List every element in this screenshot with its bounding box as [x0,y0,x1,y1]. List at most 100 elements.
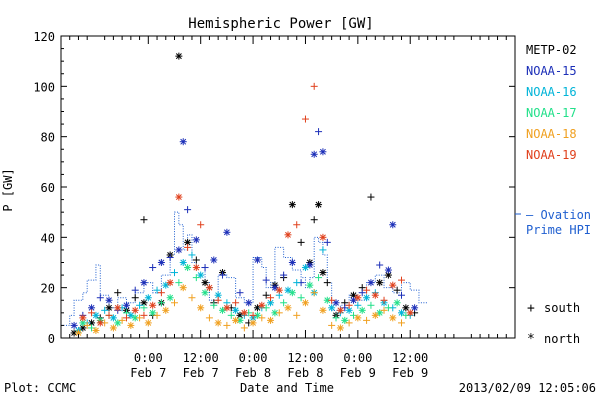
marker-stroke [319,307,326,314]
data-point-north [192,264,200,272]
marker-stroke [337,307,344,314]
data-point-north [179,284,187,292]
marker-stroke [237,317,243,324]
data-point-south [262,291,270,299]
data-point-north [363,294,371,302]
marker-stroke [402,304,409,311]
data-point-north [384,266,392,274]
data-point-north [288,201,296,209]
marker-stroke [197,272,204,279]
data-point-north [179,259,187,266]
marker-stroke [215,292,222,299]
data-point-south [297,238,305,246]
marker-stroke [285,287,291,294]
marker-stroke [92,312,99,319]
marker-stroke [79,314,86,321]
data-point-north [144,294,152,302]
marker-stroke [407,309,414,316]
data-point-south [363,286,371,294]
data-point-north [288,259,296,266]
legend-entry-metp-02: METP-02 [526,43,577,57]
marker-stroke [372,292,379,299]
marker-stroke [289,289,296,296]
marker-stroke [254,257,261,263]
legend: METP-02 NOAA-15 NOAA-16 NOAA-17 NOAA-18 NOAA-… [526,43,577,162]
marker-stroke [88,319,95,326]
data-point-north [232,316,240,324]
data-point-south [345,319,353,327]
data-point-north [319,269,327,277]
marker-stroke [254,312,261,319]
marker-stroke [241,309,248,316]
data-point-south [131,286,139,294]
data-point-north [175,246,183,254]
marker-stroke [106,297,112,304]
data-point-south [232,299,240,307]
north-marker-symbol: * [527,332,535,347]
data-point-north [345,306,353,314]
marker-stroke [180,259,187,266]
data-point-south [310,289,318,297]
data-point-north [197,271,205,279]
marker-stroke [184,239,191,246]
data-point-north [288,289,296,297]
series-noaa-18 [74,284,405,337]
data-point-north [92,326,100,334]
data-point-south [157,289,165,297]
data-point-north [166,279,174,287]
marker-stroke [376,279,383,286]
data-point-south [157,299,165,307]
data-point-south [293,221,301,229]
data-point-south [153,286,161,294]
marker-stroke [354,314,361,321]
legend-entry-noaa-19: NOAA-19 [526,148,577,162]
marker-stroke [302,264,309,271]
data-point-south [192,274,200,282]
data-point-south [223,321,231,329]
data-point-north [175,193,183,201]
marker-stroke [88,304,95,311]
data-point-north [114,319,122,327]
x-tick-date-label: Feb 7 [130,366,166,380]
data-point-south [332,314,340,322]
data-point-north [214,319,222,327]
data-point-north [114,304,122,312]
y-tick-label: 0 [48,332,55,346]
marker-stroke [245,299,252,306]
marker-stroke [311,151,318,158]
data-point-north [319,148,327,156]
legend-entry-noaa-17: NOAA-17 [526,106,577,120]
data-point-north [376,279,384,287]
data-point-north [105,296,113,304]
data-point-north [122,301,130,309]
data-point-south [358,289,366,297]
marker-stroke [149,302,156,309]
marker-stroke [145,294,152,301]
data-point-north [166,294,174,302]
marker-stroke [232,317,239,324]
data-point-north [389,314,397,322]
data-point-north [354,314,362,322]
marker-stroke [341,317,348,324]
x-tick-time-label: 12:00 [392,351,428,365]
data-point-north [162,306,170,314]
data-point-south [367,301,375,309]
y-tick-label: 100 [33,80,55,94]
data-point-north [184,264,192,272]
north-marker-label: north [544,332,580,346]
data-point-north [258,301,266,309]
data-point-south [354,301,362,309]
marker-stroke [167,279,174,286]
series-metp-02 [70,52,419,337]
data-point-south [323,238,331,246]
marker-stroke [106,304,112,311]
marker-stroke [350,292,357,299]
data-point-north [127,311,135,319]
marker-stroke [175,53,182,60]
data-point-south [188,294,196,302]
marker-stroke [319,269,326,276]
data-point-south [131,294,139,302]
data-point-south [136,314,144,322]
data-point-south [293,311,301,319]
